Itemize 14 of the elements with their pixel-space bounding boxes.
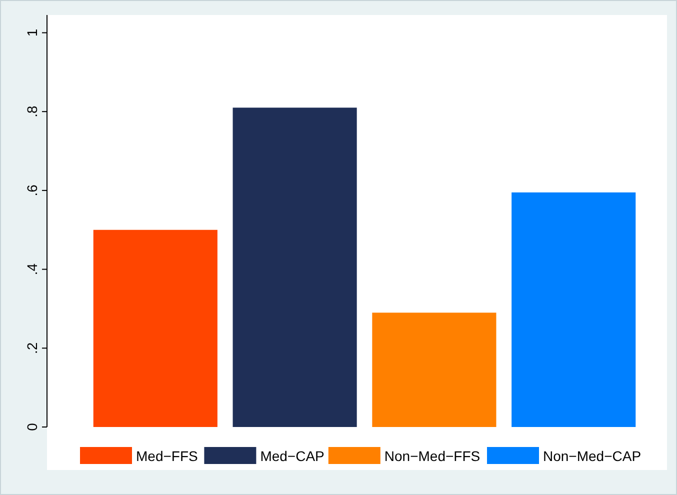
legend-label: Non−Med−CAP xyxy=(543,448,642,464)
y-tick-label: .4 xyxy=(24,263,40,276)
bar xyxy=(93,230,218,427)
y-tick-label: .6 xyxy=(24,184,40,196)
legend-label: Non−Med−FFS xyxy=(384,448,480,464)
legend-label: Med−FFS xyxy=(136,448,198,464)
y-tick-label: .2 xyxy=(24,342,40,354)
legend-label: Med−CAP xyxy=(260,448,324,464)
bar xyxy=(512,192,636,427)
y-tick-label: 1 xyxy=(24,28,40,37)
y-tick-label: 0 xyxy=(24,422,40,431)
bar xyxy=(232,108,357,427)
y-tick-label: .8 xyxy=(24,106,40,118)
bar xyxy=(372,312,496,427)
